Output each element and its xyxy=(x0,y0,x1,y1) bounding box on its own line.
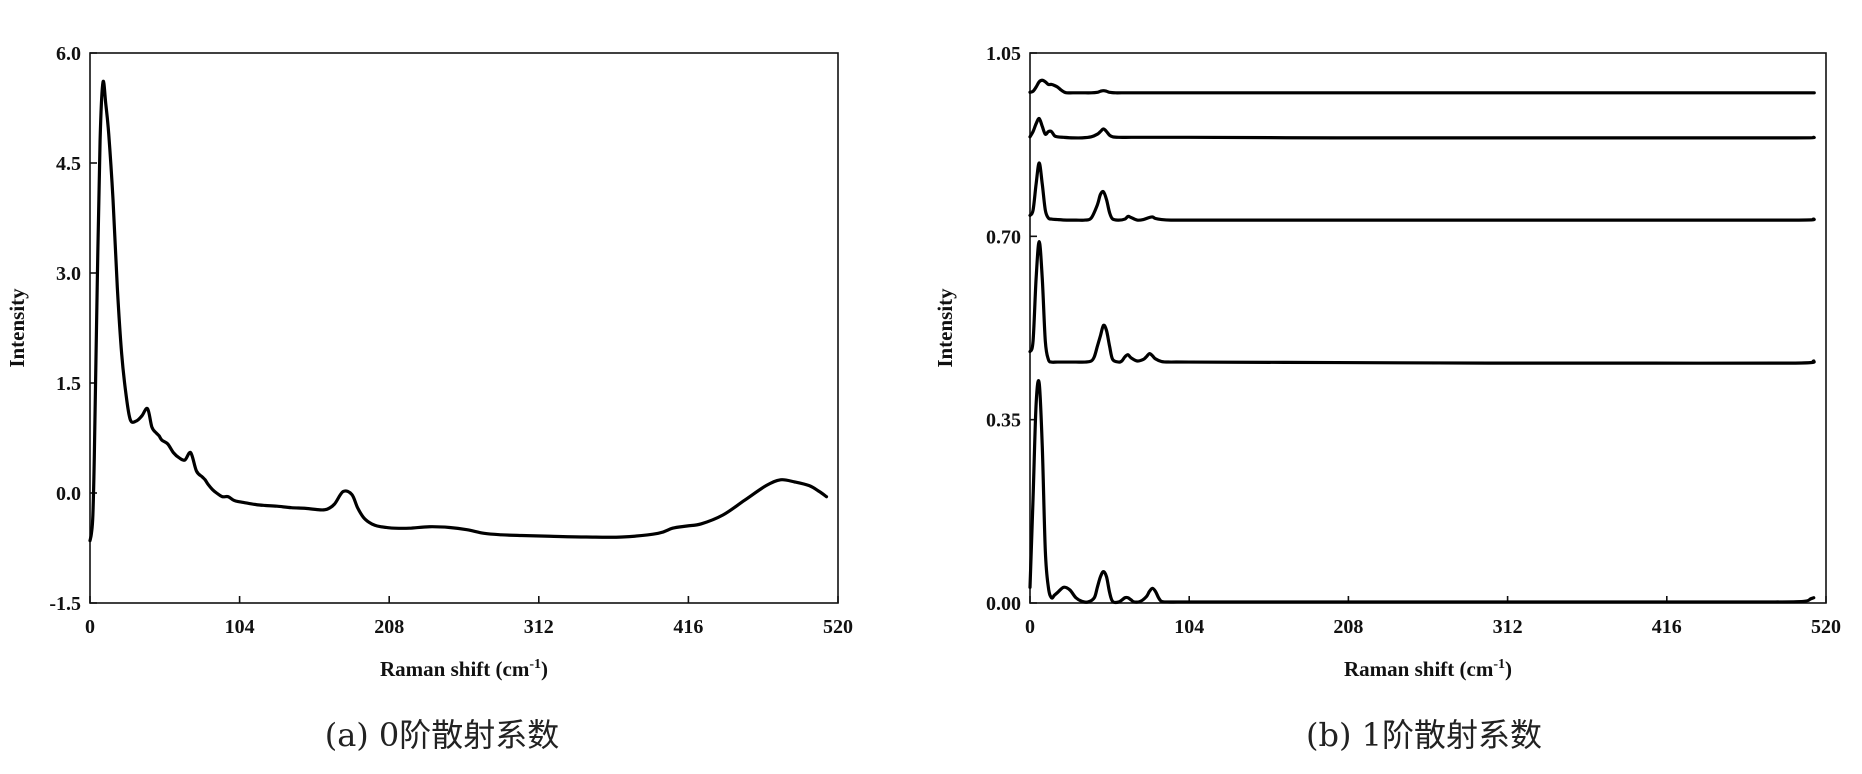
y-tick-label-a-5: 6.0 xyxy=(56,43,81,65)
chart-panel-b: 0 104 208 312 416 520 0.00 0.35 0.70 1.05 Raman s… xyxy=(933,43,1841,754)
x-tick-label-b-0: 0 xyxy=(1025,616,1035,638)
x-tick-label-b-5: 520 xyxy=(1811,616,1841,638)
caption-b: (b) 1阶散射系数 xyxy=(1306,716,1542,754)
plot-frame-b xyxy=(1029,52,1827,604)
y-axis-label-a: Intensity xyxy=(5,288,29,368)
y-tick-label-a-3: 3.0 xyxy=(56,263,81,285)
x-tick-label-a-5: 520 xyxy=(823,616,853,638)
x-tick-label-a-3: 312 xyxy=(524,616,554,638)
y-tick-label-b-1: 0.35 xyxy=(986,410,1021,432)
y-tick-label-a-4: 4.5 xyxy=(56,153,81,175)
x-tick-label-a-4: 416 xyxy=(673,616,703,638)
caption-a: (a) 0阶散射系数 xyxy=(325,716,560,754)
x-tick-label-b-3: 312 xyxy=(1493,616,1523,638)
y-tick-label-b-0: 0.00 xyxy=(986,593,1021,615)
axis-ticks-b: 0 104 208 312 416 520 0.00 0.35 0.70 1.05 xyxy=(986,43,1841,638)
series-group-b xyxy=(1028,78,1816,605)
y-tick-label-a-2: 1.5 xyxy=(56,373,81,395)
x-axis-label-b: Raman shift (cm-1) xyxy=(1344,657,1512,681)
series-line-b-4 xyxy=(1028,78,1816,95)
x-tick-label-b-2: 208 xyxy=(1333,616,1363,638)
x-tick-label-b-1: 104 xyxy=(1174,616,1204,638)
y-tick-label-a-0: -1.5 xyxy=(49,593,81,615)
x-tick-label-a-2: 208 xyxy=(374,616,404,638)
series-line-b-1 xyxy=(1028,239,1816,365)
x-axis-label-a: Raman shift (cm-1) xyxy=(380,657,548,681)
y-axis-label-b: Intensity xyxy=(933,288,957,368)
chart-panel-a: 0 104 208 312 416 520 -1.5 0.0 1.5 3.0 4.5 6.0 Rama… xyxy=(5,43,853,754)
plot-frame-a xyxy=(89,52,839,604)
series-line-b-3 xyxy=(1028,116,1816,140)
series-line-b-2 xyxy=(1028,161,1816,222)
series-line-b-0 xyxy=(1028,379,1816,605)
x-tick-label-a-0: 0 xyxy=(85,616,95,638)
x-tick-label-b-4: 416 xyxy=(1652,616,1682,638)
series-line-a-0 xyxy=(88,79,829,543)
y-tick-label-a-1: 0.0 xyxy=(56,483,81,505)
y-tick-label-b-2: 0.70 xyxy=(986,226,1021,248)
y-tick-label-b-3: 1.05 xyxy=(986,43,1021,65)
x-tick-label-a-1: 104 xyxy=(225,616,255,638)
series-group-a xyxy=(88,79,829,543)
axis-ticks-a: 0 104 208 312 416 520 -1.5 0.0 1.5 3.0 4.5 6.0 xyxy=(49,43,853,638)
